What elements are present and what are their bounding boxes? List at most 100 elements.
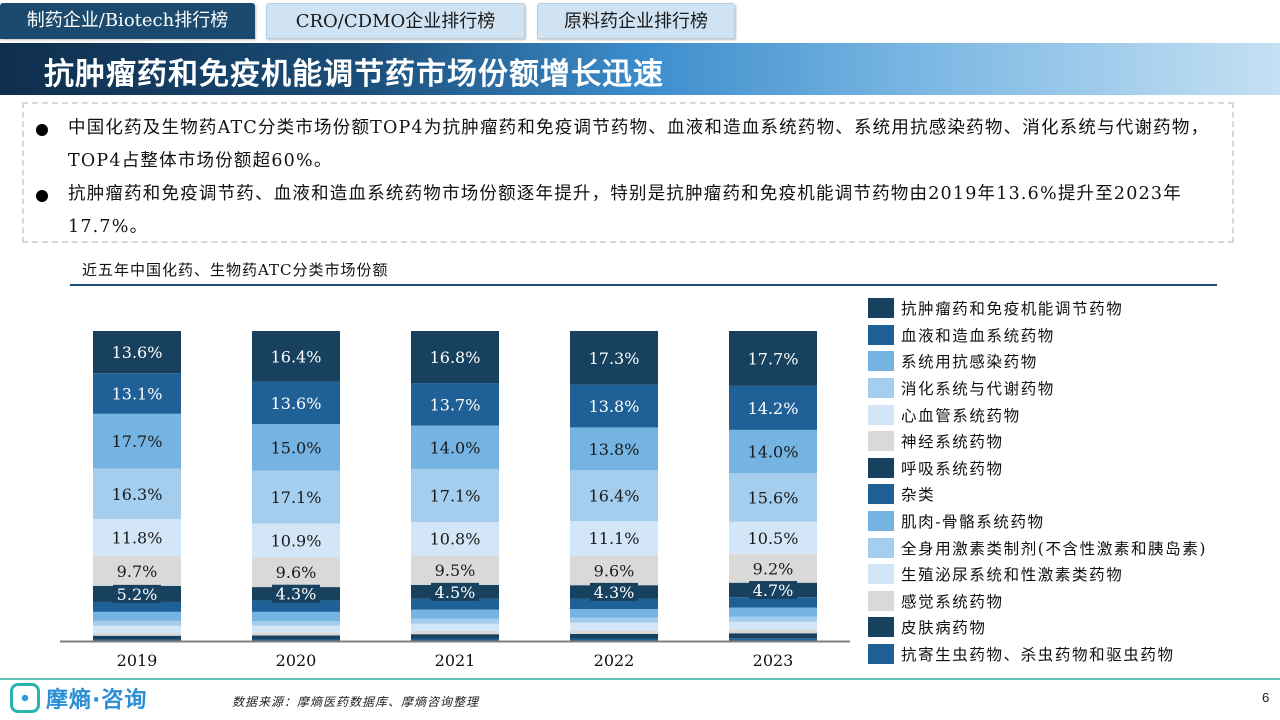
legend-swatch-icon [868,511,894,532]
legend-label: 呼吸系统药物 [901,459,1004,478]
bullet-dot-icon [36,124,48,136]
bar-segment [570,427,658,471]
bar-segment [93,601,181,612]
bar-segment [252,331,340,382]
bar-segment [729,473,817,522]
bar-segment [729,597,817,608]
data-label: 17.1% [430,486,481,505]
bar-segment [729,331,817,386]
legend-item: 抗肿瘤药和免疫机能调节药物 [868,295,1207,322]
legend-swatch-icon [868,617,894,638]
data-label: 13.8% [589,397,640,416]
bar-segment [252,632,340,636]
bar-segment [570,555,658,586]
bar-segment [411,555,499,585]
bar-segment [570,331,658,385]
report-tabs: 制药企业/Biotech排行榜 CRO/CDMO企业排行榜 原料药企业排行榜 [0,0,1280,40]
x-tick-label: 2020 [276,651,317,670]
bar-segment [252,424,340,471]
data-label: 11.8% [112,528,163,547]
legend-swatch-icon [868,298,894,319]
legend-item: 感觉系统药物 [868,588,1207,615]
data-label: 13.8% [589,440,640,459]
data-label: 9.6% [276,563,317,582]
legend-swatch-icon [868,564,894,585]
chart-title: 近五年中国化药、生物药ATC分类市场份额 [82,261,389,279]
data-label-background [749,581,797,600]
bar-segment [411,638,499,641]
footer-divider [0,678,1280,680]
tab-pharma-biotech-ranking[interactable]: 制药企业/Biotech排行榜 [0,3,255,39]
legend-label: 抗寄生虫药物、杀虫药物和驱虫药物 [901,646,1175,665]
legend-item: 系统用抗感染药物 [868,348,1207,375]
data-label: 9.5% [435,561,476,580]
legend-label: 心血管系统药物 [901,406,1021,425]
x-tick-label: 2019 [117,651,158,670]
bar-segment [729,616,817,622]
bar-segment [252,600,340,612]
bar-segment [93,635,181,640]
legend-swatch-icon [868,378,894,399]
tab-cro-cdmo-ranking[interactable]: CRO/CDMO企业排行榜 [266,3,525,39]
bar-segment [411,630,499,635]
legend-item: 消化系统与代谢药物 [868,375,1207,402]
data-label: 13.7% [430,395,481,414]
x-tick-label: 2022 [594,651,635,670]
data-label: 16.3% [112,485,163,504]
bar-segment [252,470,340,524]
data-label: 4.7% [753,581,794,600]
summary-bullet: 抗肿瘤药和免疫调节药、血液和造血系统药物市场份额逐年提升，特别是抗肿瘤药和免疫机… [34,178,1224,244]
legend-label: 生殖泌尿系统和性激素类药物 [901,566,1124,585]
x-tick-label: 2021 [435,651,476,670]
data-label: 13.1% [112,384,163,403]
legend-label: 感觉系统药物 [901,592,1004,611]
bar-segment [93,331,181,374]
legend-label: 全身用激素类制剂(不含性激素和胰岛素) [901,539,1207,558]
stacked-bar-chart: 5.2% 9.7% 11.8% 16.3% 17.7% 13.1% 13.6% 2019 4.3… [60,331,850,670]
data-label: 9.2% [753,559,794,578]
bar-segment [93,625,181,633]
bar-segment [252,381,340,424]
data-label: 14.2% [748,399,799,418]
legend-label: 杂类 [901,486,936,505]
tab-api-ranking[interactable]: 原料药企业排行榜 [537,3,735,39]
summary-bullet-text: 中国化药及生物药ATC分类市场份额TOP4为抗肿瘤药和免疫调节药物、血液和造血系… [68,118,1210,171]
data-label: 17.7% [112,432,163,451]
bar-segment [411,609,499,619]
legend-swatch-icon [868,590,894,611]
legend-label: 抗肿瘤药和免疫机能调节药物 [901,300,1124,319]
legend-swatch-icon [868,324,894,345]
data-label: 13.6% [112,343,163,362]
data-label: 10.8% [430,530,481,549]
data-label-background [272,584,320,603]
bar-segment [252,611,340,622]
bar-segment [93,639,181,641]
data-label: 13.6% [271,394,322,413]
legend-label: 肌肉-骨骼系统药物 [901,513,1045,532]
data-label: 16.4% [271,347,322,366]
data-label: 4.3% [594,583,635,602]
data-label: 11.1% [589,529,640,548]
bar-segment [570,598,658,610]
bar-segment [93,555,181,586]
bar-segment [93,519,181,556]
bar-segment [93,620,181,626]
bar-segment [729,385,817,430]
bar-segment [729,638,817,641]
legend-label: 系统用抗感染药物 [901,353,1038,372]
data-label: 16.4% [589,487,640,506]
legend-swatch-icon [868,351,894,372]
data-label: 10.5% [748,529,799,548]
data-source-note: 数据来源：摩熵医药数据库、摩熵咨询整理 [232,695,480,709]
bar-segment [570,609,658,618]
data-label: 15.6% [748,488,799,507]
page-number: 6 [1262,690,1270,705]
legend-swatch-icon [868,404,894,425]
bar-segment [729,621,817,630]
bar-segment [729,629,817,634]
legend-label: 皮肤病药物 [901,619,987,638]
brand-logo: 摩熵·咨询 [10,682,147,714]
bar-segment [93,468,181,520]
data-label: 17.1% [271,488,322,507]
bar-segment [93,373,181,414]
